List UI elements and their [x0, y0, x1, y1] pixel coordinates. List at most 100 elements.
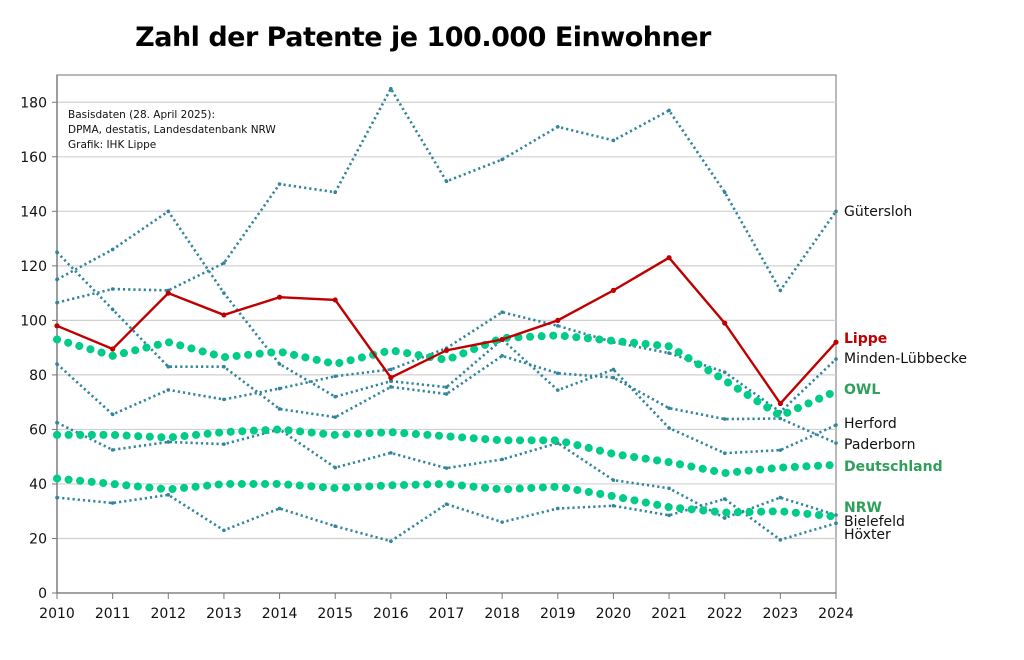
data-point [166, 210, 170, 214]
series-h-xter: Höxter [55, 493, 891, 543]
data-point [333, 415, 337, 419]
data-point [556, 324, 560, 328]
series-line [57, 312, 836, 414]
data-point [500, 520, 504, 524]
series-line [57, 211, 836, 453]
series-herford: Herford [55, 210, 897, 455]
x-tick-label: 2024 [818, 606, 854, 622]
series-label: Deutschland [844, 459, 943, 475]
series-paderborn: Paderborn [55, 250, 915, 453]
x-tick-label: 2020 [596, 606, 632, 622]
series-label: Gütersloh [844, 204, 912, 220]
data-point [723, 497, 727, 501]
data-point [388, 375, 393, 380]
x-tick-label: 2012 [150, 606, 186, 622]
data-point [612, 376, 616, 380]
data-point [500, 310, 504, 314]
series-label: Lippe [844, 331, 887, 347]
series-minden-l-bbecke: Minden-Lübbecke [55, 310, 967, 416]
data-point [667, 406, 671, 410]
data-point [500, 337, 505, 342]
data-point [55, 362, 59, 366]
data-point [55, 421, 59, 425]
series-label: Herford [844, 416, 897, 432]
y-tick-label: 100 [20, 313, 47, 329]
series-label: Paderborn [844, 437, 915, 453]
x-tick-label: 2018 [484, 606, 520, 622]
data-point [612, 368, 616, 372]
series-label: Minden-Lübbecke [844, 351, 967, 367]
data-point [55, 278, 59, 282]
y-tick-label: 140 [20, 204, 47, 220]
data-point [834, 210, 838, 214]
data-point [222, 365, 226, 369]
x-tick-label: 2023 [763, 606, 799, 622]
data-point [333, 466, 337, 470]
data-point [667, 514, 671, 518]
data-point [779, 448, 783, 452]
data-point [779, 417, 783, 421]
data-point [500, 458, 504, 462]
data-point [444, 348, 449, 353]
data-point [778, 401, 783, 406]
data-point [389, 539, 393, 543]
y-tick-label: 60 [29, 422, 47, 438]
data-point [55, 496, 59, 500]
series-g-tersloh: Gütersloh [55, 87, 912, 305]
data-point [667, 351, 671, 355]
data-point [221, 312, 226, 317]
data-point [54, 323, 59, 328]
data-point [389, 368, 393, 372]
data-point [833, 340, 838, 345]
data-point [556, 388, 560, 392]
data-point [445, 392, 449, 396]
y-tick-label: 120 [20, 259, 47, 275]
data-point [222, 442, 226, 446]
data-point [445, 180, 449, 184]
data-point [277, 295, 282, 300]
data-point [333, 190, 337, 194]
data-point [111, 448, 115, 452]
series-line [57, 258, 836, 404]
data-point [834, 441, 838, 445]
data-point [723, 417, 727, 421]
y-tick-label: 180 [20, 95, 47, 111]
x-tick-label: 2013 [206, 606, 242, 622]
data-point [834, 423, 838, 427]
data-point [111, 413, 115, 417]
x-tick-label: 2017 [429, 606, 465, 622]
data-point [278, 362, 282, 366]
data-point [110, 346, 115, 351]
data-point [723, 451, 727, 455]
data-point [556, 507, 560, 511]
data-point [389, 385, 393, 389]
data-point [55, 301, 59, 305]
series-label: NRW [844, 500, 882, 516]
series-owl: OWL [57, 335, 880, 415]
data-point [111, 248, 115, 252]
data-point [612, 504, 616, 508]
series-label: OWL [844, 382, 880, 398]
data-point [779, 538, 783, 542]
x-tick-label: 2014 [262, 606, 298, 622]
data-point [111, 308, 115, 312]
data-point [723, 516, 727, 520]
data-point [222, 398, 226, 402]
data-point [278, 182, 282, 186]
data-point [779, 496, 783, 500]
data-point [389, 451, 393, 455]
data-point [555, 318, 560, 323]
data-point [278, 407, 282, 411]
data-point [55, 250, 59, 254]
x-tick-label: 2010 [39, 606, 75, 622]
data-point [333, 297, 338, 302]
data-point [445, 466, 449, 470]
data-point [333, 524, 337, 528]
x-tick-label: 2011 [95, 606, 131, 622]
data-point [222, 261, 226, 265]
data-point [834, 521, 838, 525]
data-point [667, 109, 671, 113]
data-point [333, 374, 337, 378]
data-point [723, 190, 727, 194]
